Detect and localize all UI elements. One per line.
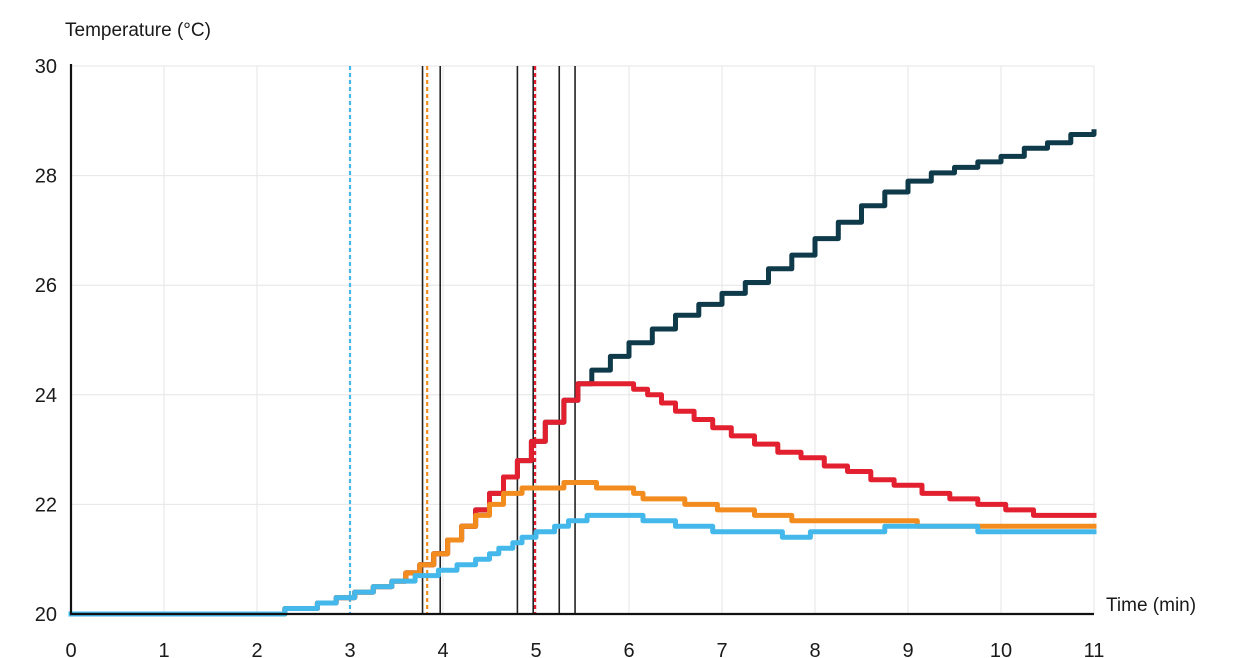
axes [69, 64, 1094, 616]
x-tick-label-10: 10 [990, 640, 1012, 658]
y-tick-label-22: 22 [35, 494, 57, 516]
x-tick-label-4: 4 [437, 640, 448, 658]
y-tick-label-30: 30 [35, 56, 57, 78]
vertical-markers [348, 66, 576, 614]
y-tick-label-24: 24 [35, 385, 57, 407]
x-tick-label-2: 2 [251, 640, 262, 658]
x-tick-label-0: 0 [65, 640, 76, 658]
x-tick-label-7: 7 [716, 640, 727, 658]
x-tick-label-1: 1 [158, 640, 169, 658]
y-tick-label-28: 28 [35, 166, 57, 188]
series-lines [68, 129, 1097, 617]
y-tick-label-26: 26 [35, 275, 57, 297]
series-line-2 [68, 381, 1097, 617]
x-tick-label-6: 6 [623, 640, 634, 658]
grid [71, 65, 1095, 614]
y-tick-label-20: 20 [35, 604, 57, 626]
series-line-4 [68, 512, 1097, 617]
series-line-1 [68, 129, 1097, 617]
series-line-3 [68, 480, 1097, 617]
x-tick-label-11: 11 [1084, 640, 1105, 658]
x-tick-label-3: 3 [344, 640, 355, 658]
x-tick-label-5: 5 [530, 640, 541, 658]
x-axis-label: Time (min) [1106, 595, 1196, 616]
x-tick-label-9: 9 [902, 640, 913, 658]
tick-labels: 0 1 2 3 4 5 6 7 8 9 10 11 20 22 24 26 28 30 [35, 56, 1105, 658]
y-axis-label: Temperature (°C) [65, 20, 211, 41]
x-tick-label-8: 8 [809, 640, 820, 658]
